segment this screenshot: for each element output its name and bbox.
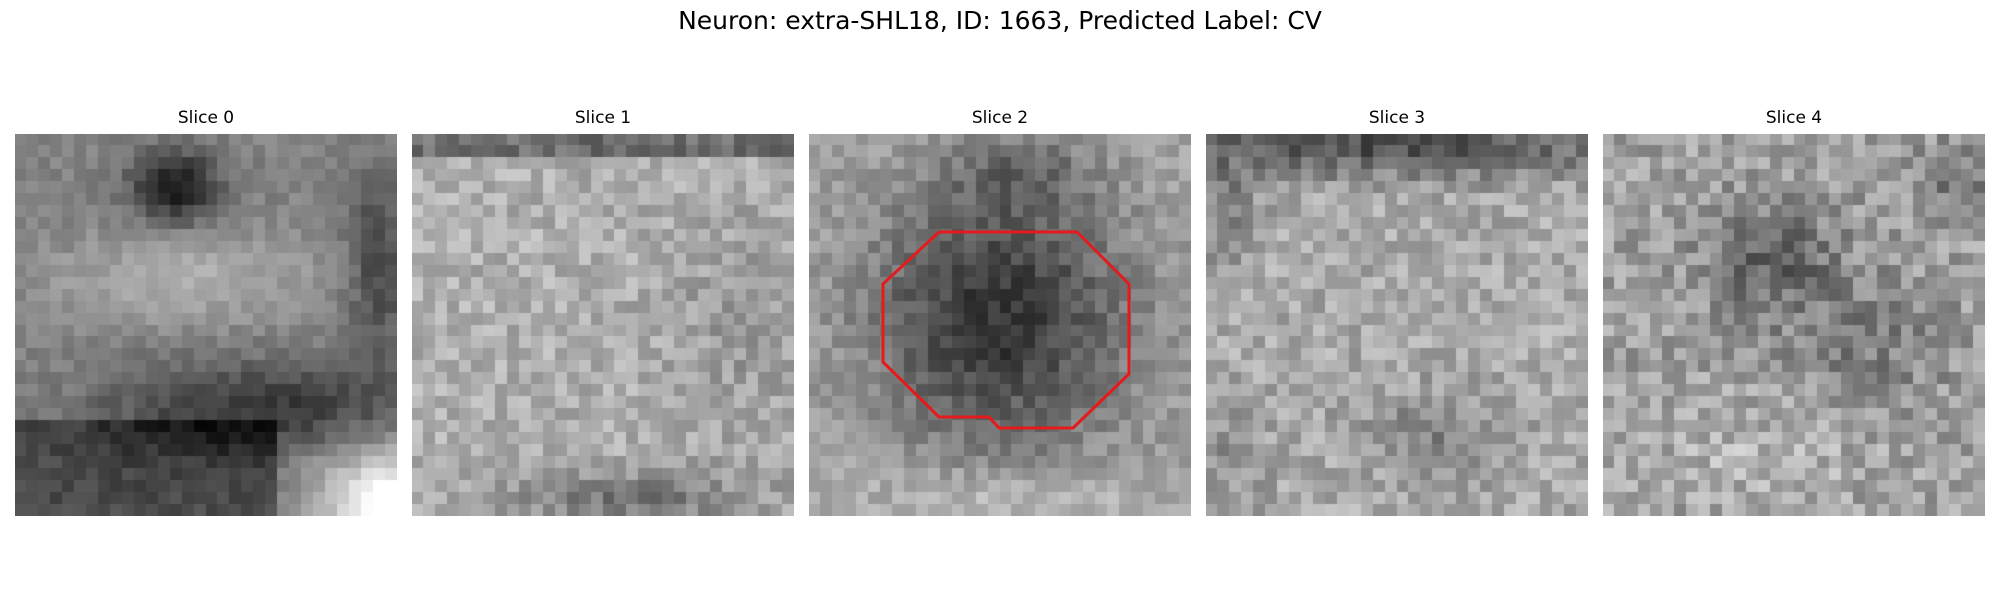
- cell-outline: [881, 230, 1131, 430]
- slice-image-1: [412, 134, 794, 516]
- slice-title-1: Slice 1: [574, 108, 632, 128]
- slice-image-2: [809, 134, 1191, 516]
- slice-image-3: [1206, 134, 1588, 516]
- slice-title-4: Slice 4: [1765, 108, 1823, 128]
- slice-title-2: Slice 2: [971, 108, 1029, 128]
- slice-image-4: [1603, 134, 1985, 516]
- slice-image-0: [15, 134, 397, 516]
- slice-title-3: Slice 3: [1368, 108, 1426, 128]
- figure-title: Neuron: extra-SHL18, ID: 1663, Predicted…: [678, 6, 1322, 35]
- slice-title-0: Slice 0: [177, 108, 235, 128]
- cell-outline-overlay: [881, 230, 1131, 430]
